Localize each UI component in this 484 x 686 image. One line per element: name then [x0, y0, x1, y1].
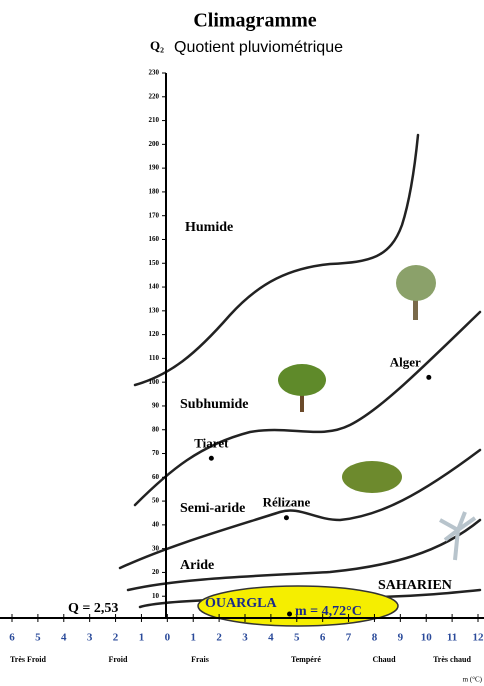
temperature-class: Très chaud — [433, 655, 471, 664]
y-tick-label: 140 — [149, 283, 160, 291]
chart-title: Climagramme — [193, 10, 316, 32]
trunk — [413, 295, 418, 320]
x-tick-label: 4 — [268, 632, 274, 644]
x-tick-label: 6 — [9, 632, 15, 644]
y-tick-label: 90 — [152, 402, 160, 410]
zone-label: Subhumide — [180, 397, 248, 412]
station-label: OUARGLA — [205, 596, 277, 611]
boundary-humide — [133, 133, 420, 387]
orange-tree — [278, 364, 326, 396]
x-tick-label: 6 — [320, 632, 326, 644]
station-label: Tiaret — [194, 435, 229, 450]
trunk — [300, 385, 304, 412]
y-axis-label: Quotient pluviométrique — [174, 39, 343, 56]
y-tick-label: 150 — [149, 259, 160, 267]
x-tick-label: 8 — [372, 632, 378, 644]
zone-label: Aride — [180, 558, 214, 573]
x-tick-label: 3 — [242, 632, 248, 644]
y-tick-label: 180 — [149, 188, 160, 196]
ouargla-q-label: Q = 2,53 — [68, 601, 118, 616]
x-tick-label: 4 — [61, 632, 67, 644]
y-tick-label: 60 — [152, 473, 160, 481]
x-tick-label: 10 — [421, 632, 433, 644]
zone-label: Semi-aride — [180, 501, 245, 516]
y-tick-label: 190 — [149, 164, 160, 172]
temperature-class: Tempéré — [291, 655, 321, 664]
olive-tree — [396, 265, 436, 301]
y-tick-label: 30 — [152, 544, 160, 552]
station-point — [287, 611, 293, 617]
y-tick-label: 220 — [149, 92, 160, 100]
ouargla-ellipse — [197, 585, 399, 627]
boundary-semiaride — [118, 448, 482, 570]
y-tick-label: 130 — [149, 306, 160, 314]
shrub — [342, 461, 402, 493]
y-tick-label: 110 — [149, 354, 160, 362]
temperature-class: Froid — [109, 655, 129, 664]
x-tick-label: 12 — [473, 632, 484, 644]
x-tick-label: 2 — [216, 632, 222, 644]
y-tick-label: 50 — [152, 497, 160, 505]
x-tick-label: 1 — [139, 632, 145, 644]
y-symbol: Q₂ — [150, 38, 164, 53]
station-point — [426, 374, 432, 380]
x-tick-label: 0 — [165, 632, 171, 644]
y-tick-label: 210 — [149, 116, 160, 124]
station-point — [208, 455, 214, 461]
x-tick-label: 3 — [87, 632, 93, 644]
y-tick-label: 10 — [152, 592, 160, 600]
temperature-class: Très Froid — [10, 655, 46, 664]
temperature-class: Chaud — [372, 655, 396, 664]
y-tick-label: 200 — [149, 140, 160, 148]
y-tick-label: 230 — [149, 69, 160, 77]
x-tick-label: 9 — [398, 632, 404, 644]
zone-label: SAHARIEN — [378, 578, 452, 593]
boundary-subhumide — [133, 310, 482, 507]
zone-label: Humide — [185, 220, 233, 235]
x-tick-label: 7 — [346, 632, 352, 644]
x-tick-label: 5 — [294, 632, 300, 644]
y-tick-label: 170 — [149, 211, 160, 219]
y-tick-label: 80 — [152, 425, 160, 433]
x-tick-label: 11 — [447, 632, 457, 644]
palm — [439, 511, 477, 561]
x-tick-label: 5 — [35, 632, 41, 644]
x-tick-label: 2 — [113, 632, 119, 644]
boundary-aride — [126, 518, 482, 592]
temperature-class: Frais — [191, 655, 209, 664]
y-tick-label: 100 — [149, 378, 160, 386]
station-point — [283, 515, 289, 521]
x-unit: m (°C) — [463, 676, 483, 684]
y-tick-label: 120 — [149, 330, 160, 338]
tree-icons — [278, 265, 477, 561]
y-tick-label: 40 — [152, 520, 160, 528]
y-tick-label: 70 — [152, 449, 160, 457]
x-tick-label: 1 — [190, 632, 196, 644]
station-label: Rélizane — [263, 495, 311, 510]
ouargla-m-label: m = 4,72°C — [295, 604, 362, 619]
station-label: Alger — [390, 354, 421, 369]
y-tick-label: 20 — [152, 568, 160, 576]
y-tick-label: 160 — [149, 235, 160, 243]
